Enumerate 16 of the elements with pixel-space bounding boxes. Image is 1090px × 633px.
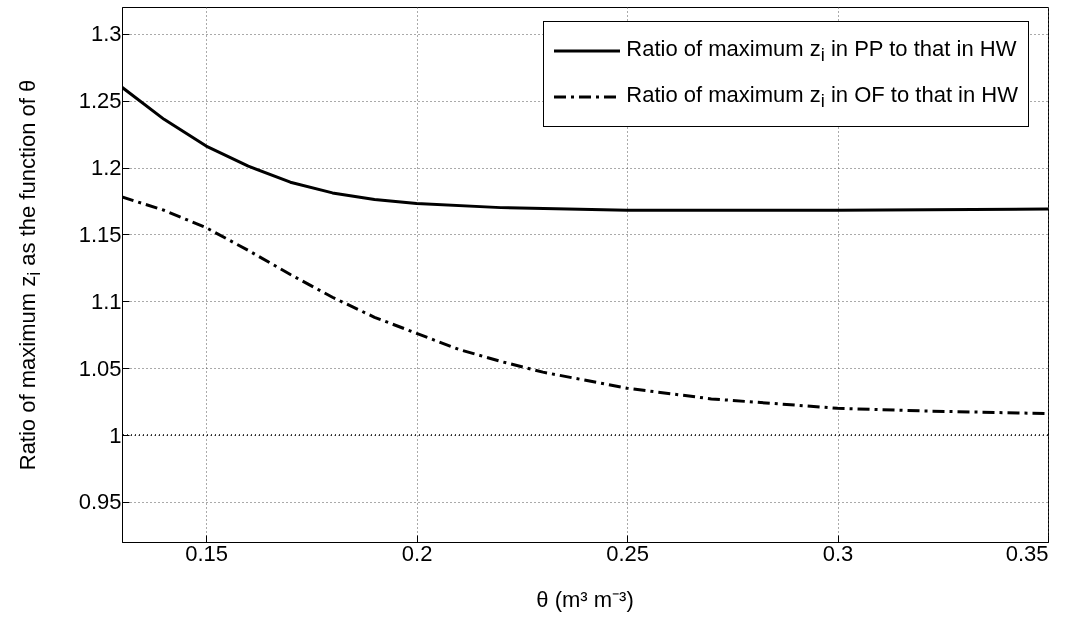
x-tick-label: 0.35 (1005, 540, 1049, 566)
x-tick-label: 0.15 (185, 540, 229, 566)
x-tick-label: 0.2 (401, 540, 433, 566)
y-tick-label: 1 (109, 422, 122, 448)
y-tick-label: 1.1 (90, 288, 122, 314)
legend-label: Ratio of maximum z$_{i}$ in PP to that in HW (626, 35, 1017, 67)
y-tick-label: 1.25 (78, 88, 122, 114)
y-tick-label: 1.2 (90, 155, 122, 180)
y-tick-label: 1.15 (78, 221, 122, 247)
x-tick-label: 0.25 (606, 540, 650, 566)
y-tick-label: 1.3 (90, 21, 122, 47)
y-tick-label: 0.95 (78, 489, 122, 515)
x-tick-label: 0.3 (822, 540, 854, 566)
y-tick-label: 1.05 (78, 355, 122, 381)
legend-label: Ratio of maximum z$_{i}$ in OF to that in HW (626, 81, 1018, 113)
x-axis-title: θ (m³ m⁻³) (536, 586, 634, 613)
